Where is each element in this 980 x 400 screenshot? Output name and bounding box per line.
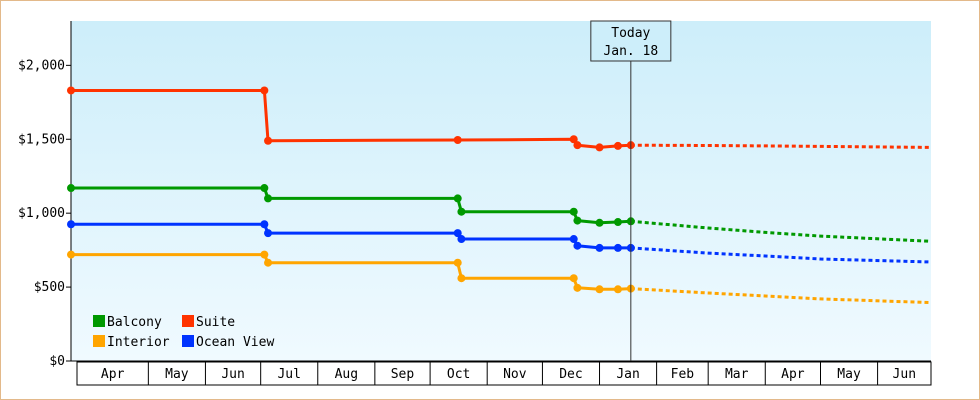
series-line-balcony <box>71 186 631 225</box>
data-point-ocean-view <box>67 220 75 229</box>
legend-item-interior: Interior <box>93 335 170 350</box>
data-point-interior <box>613 285 622 294</box>
series-line-ocean-view <box>71 222 631 250</box>
legend-swatch <box>93 335 105 347</box>
data-point-suite <box>569 135 578 144</box>
legend-label: Interior <box>107 335 170 350</box>
legend-label: Ocean View <box>196 335 274 350</box>
data-point-ocean-view <box>573 241 582 250</box>
data-point-interior <box>573 283 582 292</box>
data-point-balcony <box>67 184 75 193</box>
plot-background <box>71 21 931 361</box>
y-tick-label: $500 <box>34 280 65 295</box>
y-tick-label: $1,000 <box>18 206 65 221</box>
x-tick-label: Mar <box>725 367 749 382</box>
data-point-ocean-view <box>569 235 578 244</box>
data-point-interior <box>67 250 75 259</box>
today-label: Today <box>611 26 650 41</box>
today-label-box <box>590 20 672 62</box>
data-point-ocean-view <box>453 229 462 238</box>
legend-swatch <box>182 335 194 347</box>
legend-item-suite: Suite <box>182 315 235 330</box>
legend: Balcony Suite Interior Ocean View <box>93 315 274 350</box>
data-point-balcony <box>260 184 269 193</box>
forecast-line-interior <box>630 287 932 305</box>
data-point-ocean-view <box>613 243 622 252</box>
data-point-suite <box>67 86 75 95</box>
data-point-interior <box>453 258 462 267</box>
data-point-balcony <box>595 218 604 227</box>
y-axis: $0 $500 $1,000 $1,500 $2,000 <box>18 21 72 369</box>
forecast-line-balcony <box>630 219 932 243</box>
series-suite <box>67 86 932 152</box>
x-tick-label: Jul <box>277 367 300 382</box>
data-point-balcony <box>264 194 273 203</box>
legend-item-ocean-view: Ocean View <box>182 335 274 350</box>
data-point-interior <box>569 274 578 283</box>
today-marker: Today Jan. 18 <box>590 20 672 361</box>
legend-label: Suite <box>196 315 235 330</box>
x-tick-label: Jan <box>616 367 639 382</box>
y-tick-label: $0 <box>49 354 65 369</box>
data-point-suite <box>595 143 604 152</box>
data-point-ocean-view <box>264 229 273 238</box>
x-tick-label: Jun <box>893 367 916 382</box>
data-point-balcony <box>569 207 578 216</box>
x-tick-label: Oct <box>447 367 470 382</box>
data-point-balcony <box>457 207 466 216</box>
x-tick-label: May <box>165 367 189 382</box>
forecast-line-ocean-view <box>630 246 932 264</box>
x-tick-label: Sep <box>391 367 415 382</box>
series-layer <box>67 86 932 305</box>
legend-item-balcony: Balcony <box>93 315 162 330</box>
legend-swatch <box>182 315 194 327</box>
legend-swatch <box>93 315 105 327</box>
x-tick-label: Dec <box>559 367 582 382</box>
today-date-label: Jan. 18 <box>603 44 658 59</box>
data-point-balcony <box>613 218 622 227</box>
data-point-ocean-view <box>457 235 466 244</box>
x-tick-label: Nov <box>503 367 527 382</box>
data-point-balcony <box>453 194 462 203</box>
data-point-interior <box>457 274 466 283</box>
data-point-ocean-view <box>595 243 604 252</box>
legend-label: Balcony <box>107 315 162 330</box>
x-tick-label: Aug <box>335 367 358 382</box>
data-point-interior <box>595 285 604 294</box>
data-point-balcony <box>573 216 582 225</box>
data-point-suite <box>260 86 269 95</box>
data-point-suite <box>453 136 462 144</box>
data-point-suite <box>573 141 582 150</box>
series-line-interior <box>71 253 631 291</box>
x-axis: Apr May Jun Jul Aug Sep Oct Nov Dec Jan Feb Mar Apr M… <box>71 360 932 386</box>
x-tick-label: Feb <box>671 367 695 382</box>
data-point-interior <box>260 250 269 259</box>
data-point-interior <box>264 258 273 267</box>
data-point-suite <box>264 136 273 145</box>
x-tick-label: Apr <box>101 367 125 382</box>
data-point-ocean-view <box>260 220 269 229</box>
x-tick-label: Jun <box>221 367 244 382</box>
data-point-suite <box>613 141 622 150</box>
month-bar <box>76 361 932 386</box>
x-tick-label: May <box>837 367 861 382</box>
y-tick-label: $1,500 <box>18 132 65 147</box>
x-tick-label: Apr <box>781 367 805 382</box>
series-interior <box>67 250 932 305</box>
series-balcony <box>67 184 932 243</box>
y-tick-label: $2,000 <box>18 58 65 73</box>
forecast-line-suite <box>630 143 932 149</box>
